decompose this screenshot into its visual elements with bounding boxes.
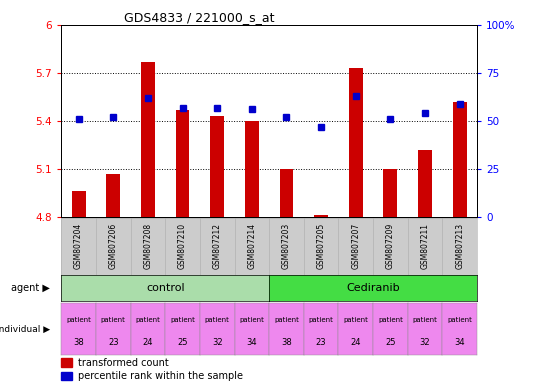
Text: patient: patient — [378, 317, 403, 323]
Text: patient: patient — [343, 317, 368, 323]
Bar — [61, 358, 71, 367]
Text: patient: patient — [274, 317, 299, 323]
Text: 32: 32 — [212, 338, 222, 347]
Bar — [175, 110, 190, 217]
Text: 25: 25 — [385, 338, 395, 347]
Text: 38: 38 — [281, 338, 292, 347]
Bar — [418, 150, 432, 217]
Text: patient: patient — [101, 317, 126, 323]
Text: patient: patient — [135, 317, 160, 323]
Text: Cediranib: Cediranib — [346, 283, 400, 293]
Text: GSM807210: GSM807210 — [178, 223, 187, 269]
Text: GSM807213: GSM807213 — [455, 223, 464, 269]
Text: 24: 24 — [351, 338, 361, 347]
Text: GSM807205: GSM807205 — [317, 223, 326, 269]
Bar — [245, 121, 259, 217]
Bar — [383, 169, 397, 217]
Text: individual ▶: individual ▶ — [0, 325, 50, 334]
Bar — [71, 191, 85, 217]
Bar — [107, 174, 120, 217]
Text: patient: patient — [205, 317, 230, 323]
Text: GSM807209: GSM807209 — [386, 223, 395, 269]
Text: GSM807211: GSM807211 — [421, 223, 430, 269]
Text: GSM807214: GSM807214 — [247, 223, 256, 269]
Text: GSM807203: GSM807203 — [282, 223, 291, 269]
Text: agent ▶: agent ▶ — [11, 283, 50, 293]
Bar — [279, 169, 293, 217]
Bar — [349, 68, 362, 217]
Text: control: control — [146, 283, 184, 293]
Text: patient: patient — [66, 317, 91, 323]
Bar — [141, 62, 155, 217]
Text: 24: 24 — [143, 338, 153, 347]
Bar — [314, 215, 328, 217]
Text: patient: patient — [239, 317, 264, 323]
Bar — [453, 102, 467, 217]
Text: 32: 32 — [420, 338, 430, 347]
Text: patient: patient — [170, 317, 195, 323]
Text: GSM807204: GSM807204 — [74, 223, 83, 269]
Text: 23: 23 — [108, 338, 118, 347]
Text: 38: 38 — [73, 338, 84, 347]
Text: patient: patient — [413, 317, 438, 323]
Text: GDS4833 / 221000_s_at: GDS4833 / 221000_s_at — [124, 11, 274, 24]
Text: 34: 34 — [455, 338, 465, 347]
Text: patient: patient — [309, 317, 334, 323]
Text: GSM807206: GSM807206 — [109, 223, 118, 269]
Text: 23: 23 — [316, 338, 326, 347]
Text: GSM807212: GSM807212 — [213, 223, 222, 269]
Bar — [61, 372, 71, 381]
Text: GSM807207: GSM807207 — [351, 223, 360, 269]
Text: patient: patient — [447, 317, 472, 323]
Bar — [210, 116, 224, 217]
Text: 34: 34 — [247, 338, 257, 347]
Text: transformed count: transformed count — [78, 358, 168, 368]
Text: 25: 25 — [177, 338, 188, 347]
Text: GSM807208: GSM807208 — [143, 223, 152, 269]
Text: percentile rank within the sample: percentile rank within the sample — [78, 371, 243, 381]
